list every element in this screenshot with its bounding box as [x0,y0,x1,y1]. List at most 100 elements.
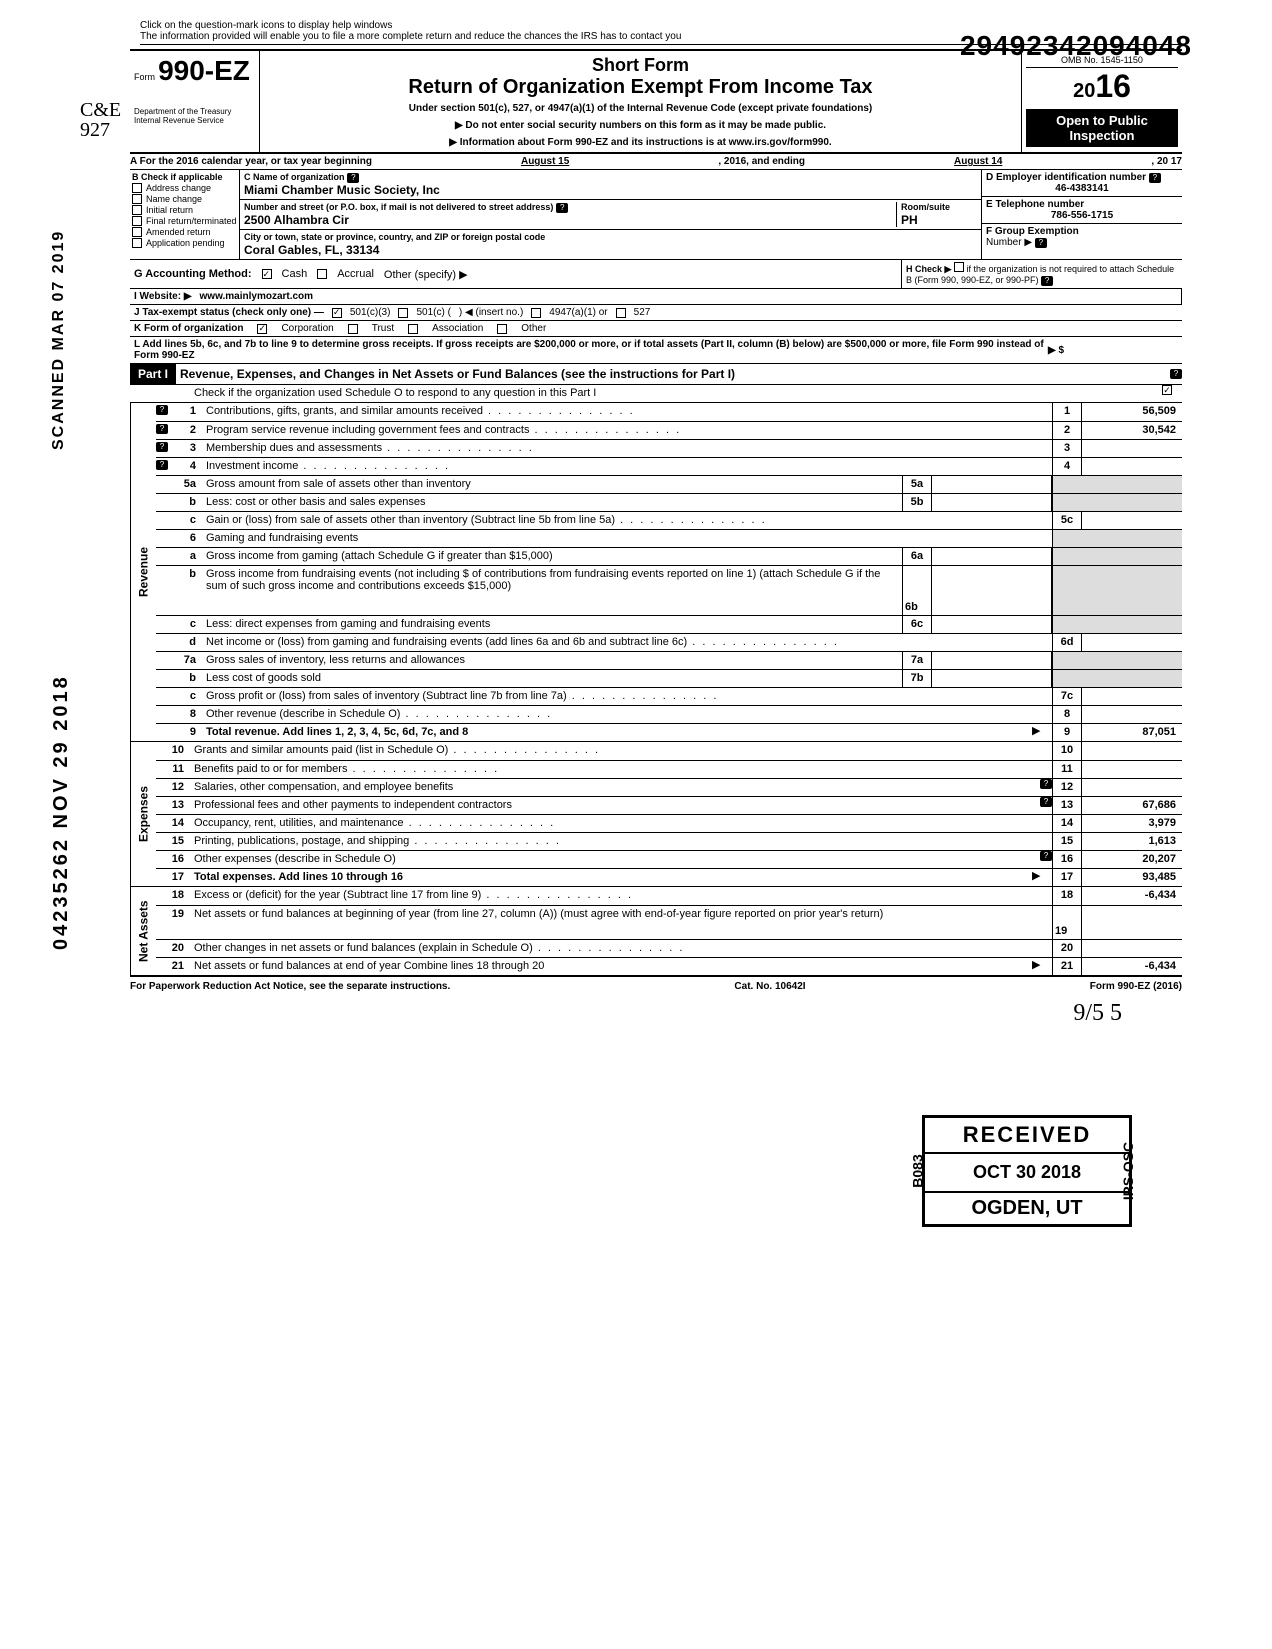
help-icon[interactable]: ? [1040,797,1052,807]
header-mid: Short Form Return of Organization Exempt… [260,51,1022,152]
year-begin: August 15 [372,156,718,167]
street-address: 2500 Alhambra Cir [244,213,349,227]
website-value: www.mainlymozart.com [200,291,314,302]
check-schedule-b[interactable] [954,262,964,272]
line-10: 10Grants and similar amounts paid (list … [156,742,1182,760]
line-14: 14Occupancy, rent, utilities, and mainte… [156,814,1182,832]
line-6b: b Gross income from fundraising events (… [156,565,1182,615]
line-9: 9 Total revenue. Add lines 1, 2, 3, 4, 5… [156,723,1182,741]
row-j-tax-status: J Tax-exempt status (check only one) — 5… [130,305,1182,321]
addr-row: Number and street (or P.O. box, if mail … [240,200,981,230]
phone-value: 786-556-1715 [986,210,1178,221]
line-2: ? 2 Program service revenue including go… [156,421,1182,439]
line-7c: c Gross profit or (loss) from sales of i… [156,687,1182,705]
check-accrual[interactable] [317,269,327,279]
line-8: 8 Other revenue (describe in Schedule O)… [156,705,1182,723]
line-19: 19Net assets or fund balances at beginni… [156,905,1182,939]
help-icon[interactable]: ? [156,424,168,434]
line-5a: 5a Gross amount from sale of assets othe… [156,475,1182,493]
tax-year: 2016 [1026,68,1178,105]
line-2-value: 30,542 [1082,422,1182,439]
check-association[interactable] [408,324,418,334]
line-6d-value [1082,634,1182,651]
header-left: Form 990-EZ Department of the Treasury I… [130,51,260,152]
revenue-section: Revenue ? 1 Contributions, gifts, grants… [130,403,1182,742]
check-trust[interactable] [348,324,358,334]
row-g-accounting: G Accounting Method: Cash Accrual Other … [130,260,902,288]
received-stamp: B083 RECEIVED OCT 30 2018 OGDEN, UT IRS-… [922,1115,1132,1227]
help-icon[interactable]: ? [156,442,168,452]
line-6c: c Less: direct expenses from gaming and … [156,615,1182,633]
check-501c[interactable] [398,308,408,318]
city-state-zip: Coral Gables, FL, 33134 [244,243,379,257]
line-1: ? 1 Contributions, gifts, grants, and si… [156,403,1182,421]
stamp-right-code: IRS-OSC [1120,1142,1136,1200]
form-header: Form 990-EZ Department of the Treasury I… [130,49,1182,154]
org-name-row: C Name of organization ? Miami Chamber M… [240,170,981,200]
line-1-value: 56,509 [1082,403,1182,421]
open-public-badge: Open to Public Inspection [1026,109,1178,147]
group-exempt-row: F Group Exemption Number ▶ ? [982,224,1182,250]
stamp-date: OCT 30 2018 [925,1154,1129,1193]
part-1-title: Revenue, Expenses, and Changes in Net As… [176,364,1170,384]
line-16-value: 20,207 [1082,851,1182,868]
help-icon[interactable]: ? [347,173,359,183]
line-7b: b Less cost of goods sold 7b [156,669,1182,687]
check-501c3[interactable] [332,308,342,318]
info-link: ▶ Information about Form 990-EZ and its … [268,137,1013,148]
help-icon[interactable]: ? [156,405,168,415]
check-pending[interactable]: Application pending [132,238,237,248]
line-7c-value [1082,688,1182,705]
help-icon[interactable]: ? [1170,369,1182,379]
row-k-org-form: K Form of organization Corporation Trust… [130,321,1182,337]
page-footer: For Paperwork Reduction Act Notice, see … [130,977,1182,996]
cat-no: Cat. No. 10642I [734,981,805,992]
help-icon[interactable]: ? [1040,851,1052,861]
check-corporation[interactable] [257,324,267,334]
row-i-website: I Website: ▶ www.mainlymozart.com [130,289,1182,305]
line-21-value: -6,434 [1082,958,1182,975]
line-19-value [1082,906,1182,939]
check-name-change[interactable]: Name change [132,194,237,204]
help-icon[interactable]: ? [156,460,168,470]
help-icon[interactable]: ? [1149,173,1161,183]
line-11: 11Benefits paid to or for members 11 [156,760,1182,778]
check-schedule-o[interactable] [1162,385,1172,395]
paperwork-notice: For Paperwork Reduction Act Notice, see … [130,981,450,992]
help-icon[interactable]: ? [1035,238,1047,248]
check-other-org[interactable] [497,324,507,334]
line-10-value [1082,742,1182,760]
line-17: 17Total expenses. Add lines 10 through 1… [156,868,1182,886]
help-icon[interactable]: ? [1041,276,1053,286]
org-name: Miami Chamber Music Society, Inc [244,183,440,197]
line-6a: a Gross income from gaming (attach Sched… [156,547,1182,565]
scan-stamp: SCANNED MAR 07 2019 [50,230,68,450]
check-amended[interactable]: Amended return [132,227,237,237]
under-section: Under section 501(c), 527, or 4947(a)(1)… [268,103,1013,114]
check-address-change[interactable]: Address change [132,183,237,193]
check-final-return[interactable]: Final return/terminated [132,216,237,226]
check-cash[interactable] [262,269,272,279]
form-prefix: Form [134,72,155,82]
line-12-value [1082,779,1182,796]
handwritten-margin: C&E 927 [80,100,121,140]
line-20: 20Other changes in net assets or fund ba… [156,939,1182,957]
col-c-org-info: C Name of organization ? Miami Chamber M… [240,170,982,259]
stamp-received: RECEIVED [925,1118,1129,1154]
help-icon[interactable]: ? [1040,779,1052,789]
check-527[interactable] [616,308,626,318]
row-h-schedule-b: H Check ▶ if the organization is not req… [902,260,1182,288]
net-assets-section: Net Assets 18Excess or (deficit) for the… [130,887,1182,977]
line-7a: 7a Gross sales of inventory, less return… [156,651,1182,669]
dept-label: Department of the Treasury Internal Reve… [134,107,255,125]
check-initial-return[interactable]: Initial return [132,205,237,215]
line-15: 15Printing, publications, postage, and s… [156,832,1182,850]
col-d-e-f: D Employer identification number ? 46-43… [982,170,1182,259]
check-4947[interactable] [531,308,541,318]
city-row: City or town, state or province, country… [240,230,981,259]
line-3: ? 3 Membership dues and assessments 3 [156,439,1182,457]
row-a-tax-year: A For the 2016 calendar year, or tax yea… [130,154,1182,170]
row-g-h: G Accounting Method: Cash Accrual Other … [130,260,1182,289]
scan-stamp-2: 04235262 NOV 29 2018 [50,674,73,950]
help-icon[interactable]: ? [556,203,568,213]
